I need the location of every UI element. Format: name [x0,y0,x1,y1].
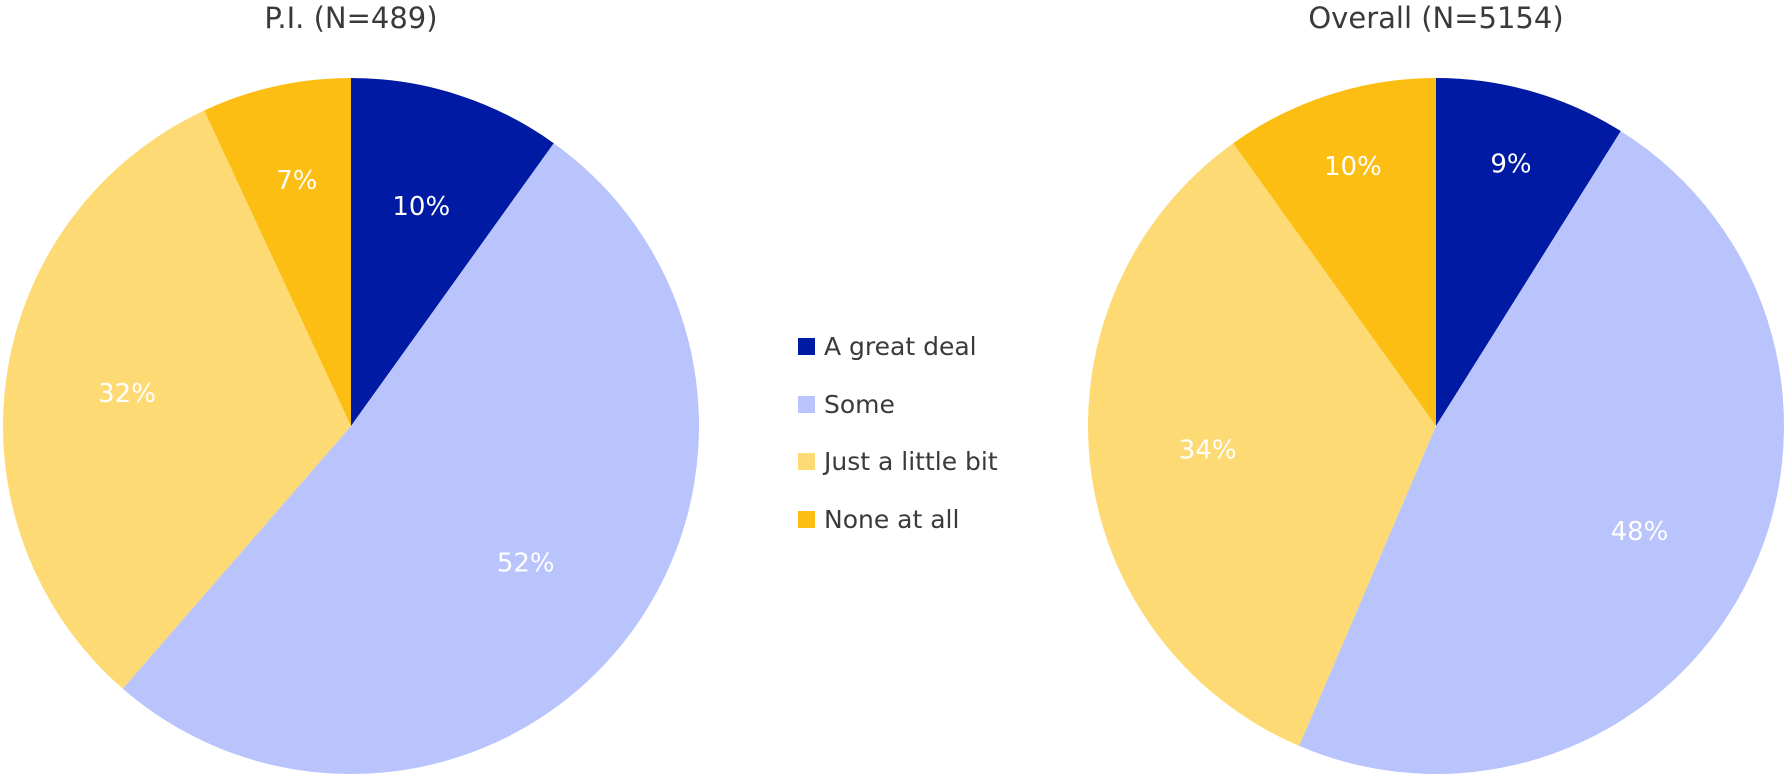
slice-label: 32% [98,379,156,409]
slice-label: 52% [497,549,555,579]
legend-item-some: Some [798,376,998,434]
legend-label: A great deal [824,332,977,362]
pie-slice-some [1299,131,1784,774]
slice-label: 10% [1324,152,1382,182]
legend-item-just-a-little-bit: Just a little bit [798,433,998,491]
slice-label: 34% [1179,435,1237,465]
legend: A great deal Some Just a little bit None… [798,318,998,548]
legend-swatch [798,338,815,356]
slice-label: 10% [392,192,450,222]
pie-slice-a-great-deal [351,78,554,426]
legend-label: Some [824,389,895,419]
legend-label: Just a little bit [824,447,998,477]
pie-slice-none-at-all [204,78,351,426]
slice-label: 48% [1611,517,1669,547]
pie-slice-none-at-all [1233,78,1436,426]
legend-item-none-at-all: None at all [798,491,998,549]
pie-slice-just-a-little-bit [1087,143,1436,746]
chart-title: P.I. (N=489) [264,1,437,35]
legend-swatch [798,510,815,528]
slice-label: 7% [276,166,317,196]
pie-chart-overall: 9% 48% 34% 10% Overall (N=5154) [1087,1,1784,774]
slice-label: 9% [1490,150,1531,180]
legend-swatch [798,453,815,471]
pie-slice-some [122,143,699,774]
chart-title: Overall (N=5154) [1308,1,1563,35]
pie-chart-pi: 10% 52% 32% 7% P.I. (N=489) [3,1,699,774]
legend-swatch [798,395,815,413]
pie-slice-a-great-deal [1436,78,1621,426]
legend-item-a-great-deal: A great deal [798,318,998,376]
legend-label: None at all [824,504,960,534]
pie-slice-just-a-little-bit [3,110,351,689]
